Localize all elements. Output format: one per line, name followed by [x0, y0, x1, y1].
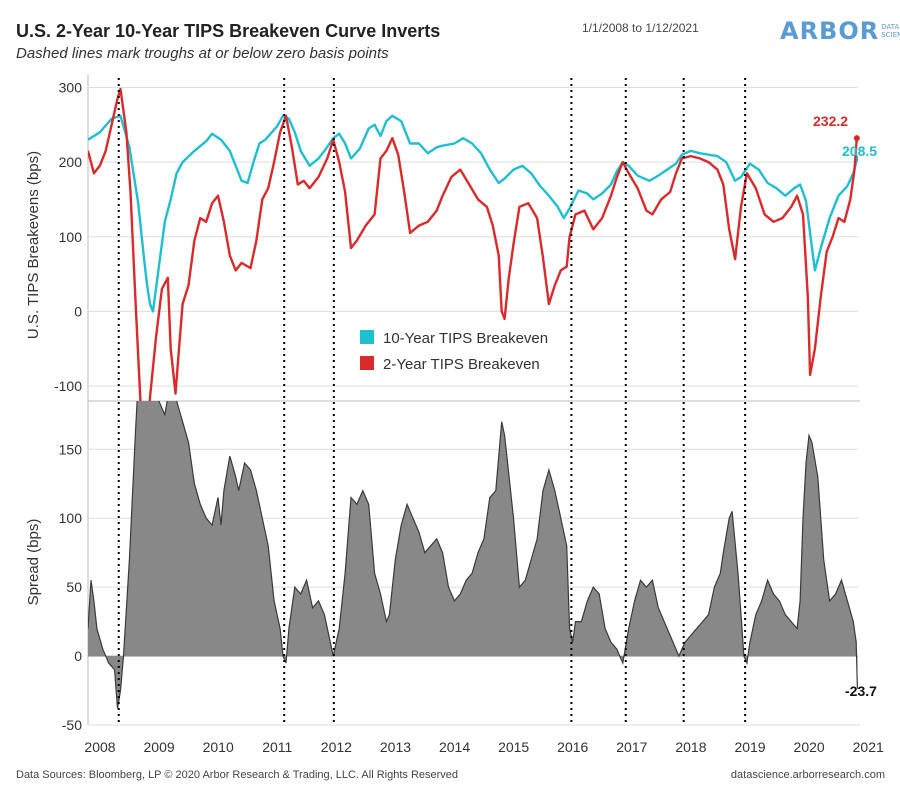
x-tick-label: 2015 [498, 739, 529, 755]
x-tick-label: 2012 [321, 739, 352, 755]
annotation-spread-last: -23.7 [845, 683, 877, 699]
top-y-tick-label: 0 [74, 303, 82, 319]
legend-swatch-10y [360, 330, 374, 344]
x-tick-label: 2008 [84, 739, 115, 755]
x-tick-label: 2016 [557, 739, 588, 755]
chart-title: U.S. 2-Year 10-Year TIPS Breakeven Curve… [16, 21, 441, 41]
logo-sub-line-2: SCIENCE [881, 31, 900, 39]
logo-sub-text: DATASCIENCE [881, 23, 900, 39]
date-range: 1/1/2008 to 1/12/2021 [582, 21, 699, 35]
spread-line [88, 401, 858, 709]
x-tick-label: 2010 [203, 739, 234, 755]
annotation-10y-last: 208.5 [842, 143, 877, 159]
bottom-y-tick-label: 0 [74, 648, 82, 664]
x-tick-label: 2018 [675, 739, 706, 755]
chart-subtitle: Dashed lines mark troughs at or below ze… [16, 45, 389, 62]
x-axis: 2008 2009 2010 2011 2012 2013 2014 2015 2016 2017… [84, 739, 884, 755]
top-y-tick-label: 100 [59, 229, 83, 245]
footer-site: datascience.arborresearch.com [730, 769, 885, 781]
top-y-tick-label: 300 [59, 79, 83, 95]
bottom-y-axis-label: Spread (bps) [25, 519, 42, 606]
x-tick-label: 2020 [794, 739, 825, 755]
legend-swatch-2y [360, 356, 374, 370]
x-tick-label: 2011 [262, 739, 292, 755]
bottom-y-tick-label: 50 [66, 579, 82, 595]
top-y-axis-label: U.S. TIPS Breakevens (bps) [25, 151, 42, 339]
top-y-tick-label: -100 [54, 378, 82, 394]
legend-label-10y: 10-Year TIPS Breakeven [383, 330, 548, 347]
annotation-2y-last: 232.2 [813, 113, 848, 129]
bottom-y-tick-label: 150 [59, 441, 83, 457]
x-tick-label: 2014 [439, 739, 470, 755]
bottom-y-tick-label: -50 [62, 717, 82, 733]
ten-year-line [88, 114, 858, 313]
bottom-y-tick-label: 100 [59, 510, 83, 526]
top-y-tick-label: 200 [59, 154, 83, 170]
bottom-panel: -50 0 50 100 150 [59, 401, 860, 733]
logo-main-text: ARBOR [780, 17, 880, 45]
x-tick-label: 2019 [734, 739, 765, 755]
top-panel: -100 0 100 200 300 [54, 75, 860, 725]
legend: 10-Year TIPS Breakeven 2-Year TIPS Break… [360, 330, 548, 373]
arbor-logo: ARBORDATASCIENCE [780, 17, 900, 47]
x-tick-label: 2021 [853, 739, 884, 755]
footer-source: Data Sources: Bloomberg, LP © 2020 Arbor… [16, 769, 459, 781]
x-tick-label: 2009 [144, 739, 175, 755]
legend-label-2y: 2-Year TIPS Breakeven [383, 356, 540, 373]
two-year-line [88, 87, 858, 401]
x-tick-label: 2017 [616, 739, 647, 755]
two-year-end-marker [853, 135, 860, 142]
logo-sub-line-1: DATA [881, 23, 900, 31]
spread-area [88, 401, 858, 709]
x-tick-label: 2013 [380, 739, 411, 755]
